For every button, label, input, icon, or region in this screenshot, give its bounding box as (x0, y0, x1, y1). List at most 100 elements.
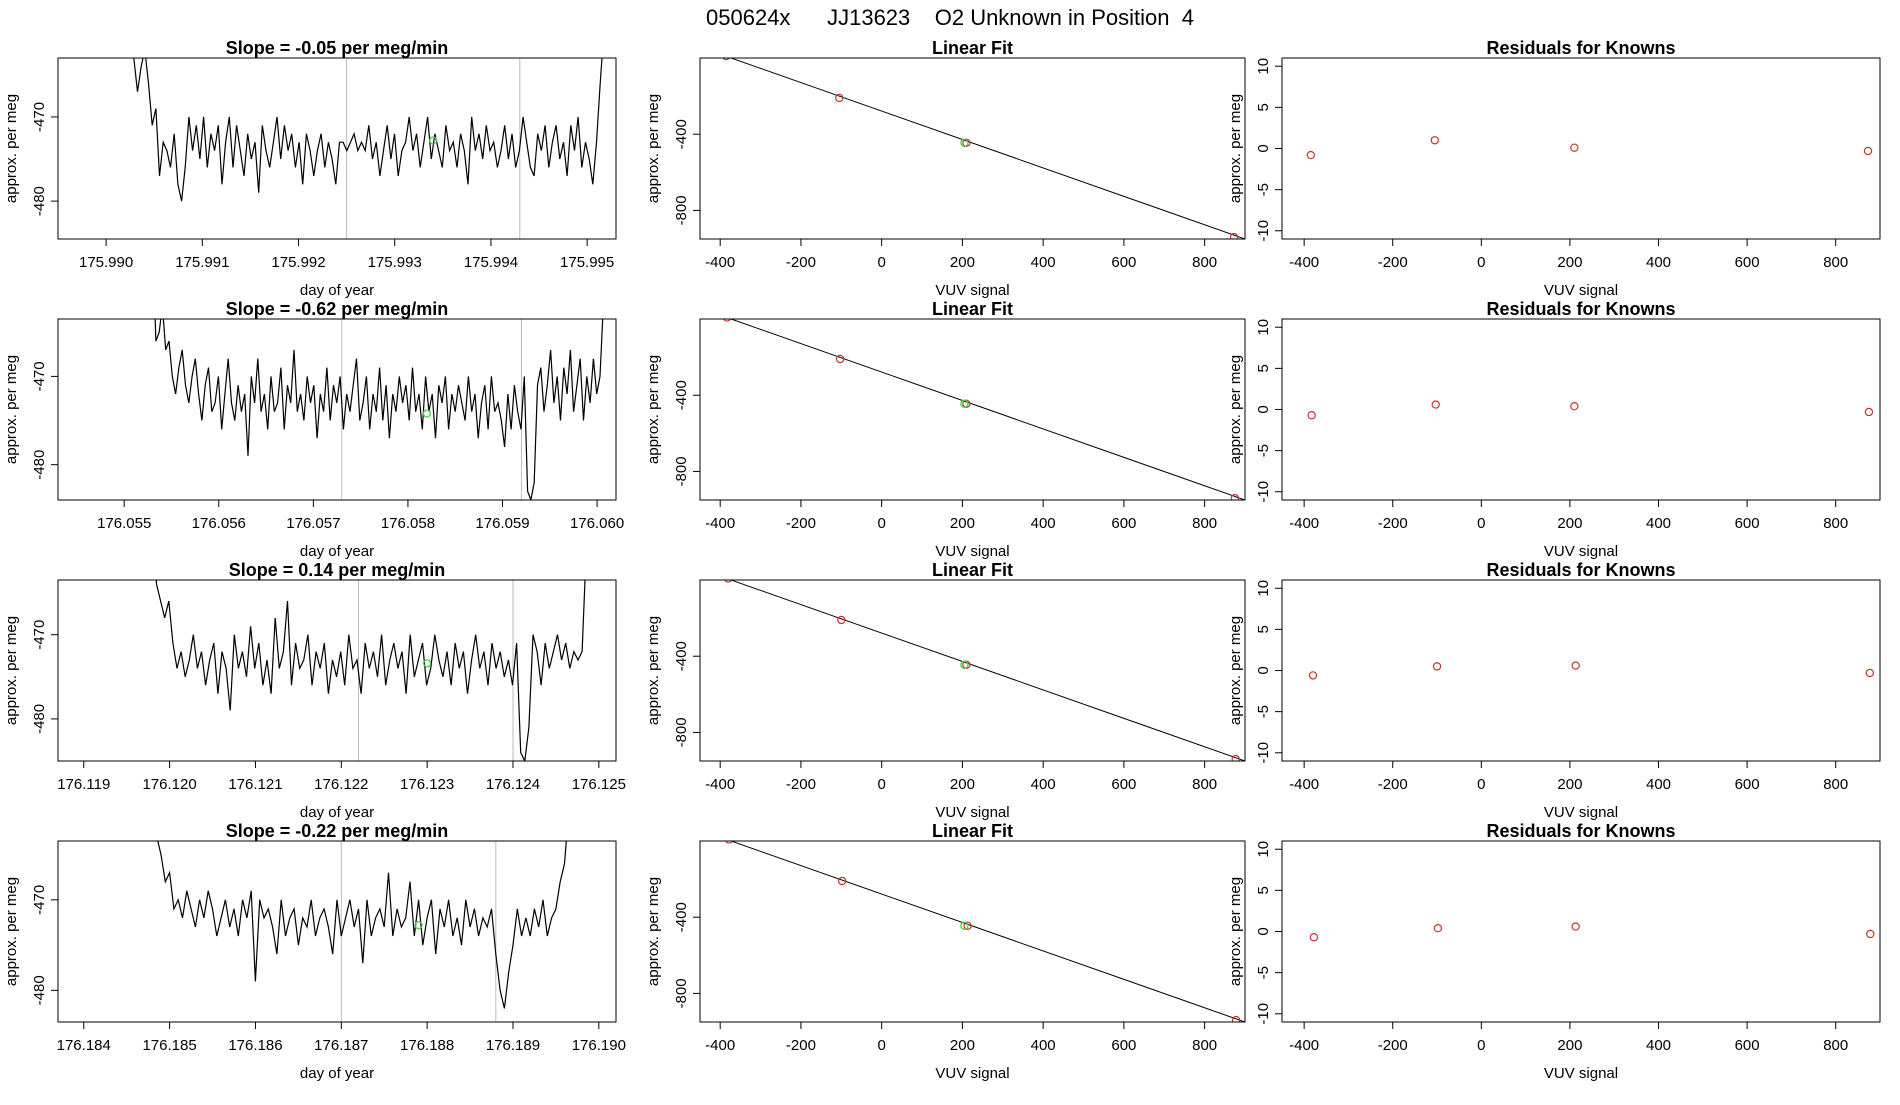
panel-title: Slope = -0.62 per meg/min (226, 299, 449, 319)
x-tick-label: 800 (1823, 515, 1848, 532)
x-tick-label: 176.124 (486, 776, 540, 793)
y-tick-label: 0 (1255, 666, 1272, 674)
plot-frame (1281, 318, 1881, 501)
x-tick-label: 176.184 (57, 1037, 111, 1054)
x-tick-label: -200 (1378, 515, 1408, 532)
x-tick-label: 0 (1477, 776, 1485, 793)
panel-3-2: Linear Fit VUV signal approx. per meg -400 -… (645, 560, 1246, 821)
y-tick-label: 5 (1255, 886, 1272, 894)
x-tick-label: 0 (1477, 254, 1485, 271)
y-axis-label: approx. per meg (1227, 94, 1244, 203)
panel-1-1: Slope = -0.05 per meg/min day of year appr… (3, 38, 617, 299)
y-axis-label: approx. per meg (645, 877, 662, 986)
y-axis-label: approx. per meg (3, 877, 20, 986)
x-tick-label: -200 (1378, 254, 1408, 271)
x-tick-label: -400 (1289, 776, 1319, 793)
data-point (722, 58, 730, 61)
x-tick-label: 175.995 (560, 254, 614, 271)
data-point (724, 580, 733, 583)
plot-area (724, 580, 1245, 761)
x-tick-label: 800 (1823, 776, 1848, 793)
y-tick-label: 0 (1255, 405, 1272, 413)
data-point (1229, 232, 1239, 239)
x-tick-label: 200 (1557, 254, 1582, 271)
panel-title: Residuals for Knowns (1486, 821, 1675, 841)
x-tick-label: 400 (1031, 515, 1056, 532)
panel-title: Residuals for Knowns (1486, 38, 1675, 58)
x-tick-label: -400 (705, 515, 735, 532)
y-axis-label: approx. per meg (1227, 877, 1244, 986)
plot-area (157, 841, 567, 1022)
y-tick-label: -470 (31, 361, 48, 391)
x-axis-label: VUV signal (1544, 804, 1618, 821)
highlight-point (429, 136, 438, 145)
y-tick-label: -800 (673, 456, 690, 486)
x-tick-label: -400 (1289, 515, 1319, 532)
x-axis-label: VUV signal (935, 804, 1009, 821)
x-tick-label: 600 (1111, 776, 1136, 793)
x-tick-label: -200 (786, 515, 816, 532)
x-axis-label: VUV signal (1544, 1065, 1618, 1082)
x-tick-label: 0 (877, 776, 885, 793)
y-tick-label: -480 (31, 186, 48, 216)
y-tick-label: 10 (1255, 580, 1272, 597)
data-point (725, 841, 733, 844)
data-point (837, 615, 846, 625)
plot-frame (699, 57, 1246, 240)
x-tick-label: 176.125 (572, 776, 626, 793)
plot-frame (57, 579, 617, 762)
x-tick-label: 176.055 (97, 515, 151, 532)
panel-title: Linear Fit (932, 821, 1013, 841)
x-tick-label: 800 (1823, 1037, 1848, 1054)
plot-frame (1281, 57, 1881, 240)
x-tick-label: 600 (1735, 254, 1760, 271)
x-tick-label: 400 (1031, 776, 1056, 793)
y-axis-label: approx. per meg (3, 94, 20, 203)
data-point (1309, 933, 1319, 942)
y-tick-label: -470 (31, 620, 48, 650)
data-point (1230, 493, 1240, 500)
x-tick-label: 800 (1823, 254, 1848, 271)
data-point (1865, 668, 1875, 678)
x-tick-label: 176.185 (142, 1037, 196, 1054)
y-tick-label: -480 (31, 975, 48, 1005)
x-tick-label: 200 (950, 776, 975, 793)
data-point (1866, 929, 1875, 939)
plot-area (722, 58, 1245, 239)
y-tick-label: 10 (1255, 319, 1272, 336)
x-tick-label: -400 (1289, 1037, 1319, 1054)
y-tick-label: 0 (1255, 927, 1272, 935)
data-point (1433, 924, 1443, 933)
y-tick-label: -800 (673, 195, 690, 225)
panel-2-3: Residuals for Knowns VUV signal approx. pe… (1227, 299, 1881, 560)
x-tick-label: 200 (950, 515, 975, 532)
panel-3-3: Residuals for Knowns VUV signal approx. pe… (1227, 560, 1881, 821)
data-point (723, 319, 731, 322)
x-tick-label: 175.993 (368, 254, 422, 271)
y-tick-label: 5 (1255, 364, 1272, 372)
y-tick-label: -10 (1255, 481, 1272, 503)
x-tick-label: 175.991 (175, 254, 229, 271)
series-line (133, 58, 603, 202)
y-tick-label: -5 (1255, 705, 1272, 718)
x-tick-label: 200 (1557, 515, 1582, 532)
data-point (963, 921, 972, 930)
plot-frame (1281, 579, 1881, 762)
data-point (1432, 662, 1442, 671)
panel-2-2: Linear Fit VUV signal approx. per meg -400 -… (645, 299, 1246, 560)
y-tick-label: -800 (673, 717, 690, 747)
x-tick-label: -200 (786, 254, 816, 271)
y-tick-label: -10 (1255, 1003, 1272, 1025)
data-point (1863, 146, 1873, 156)
page-title: 050624x JJ13623 O2 Unknown in Position 4 (706, 5, 1194, 30)
x-tick-label: 400 (1646, 515, 1671, 532)
x-tick-label: 600 (1111, 254, 1136, 271)
x-tick-label: 400 (1031, 254, 1056, 271)
data-point (1308, 671, 1318, 680)
data-point (1864, 407, 1874, 417)
x-axis-label: day of year (300, 1065, 374, 1082)
y-tick-label: -400 (673, 902, 690, 932)
x-axis-label: day of year (300, 543, 374, 560)
plot-area (1308, 661, 1875, 680)
